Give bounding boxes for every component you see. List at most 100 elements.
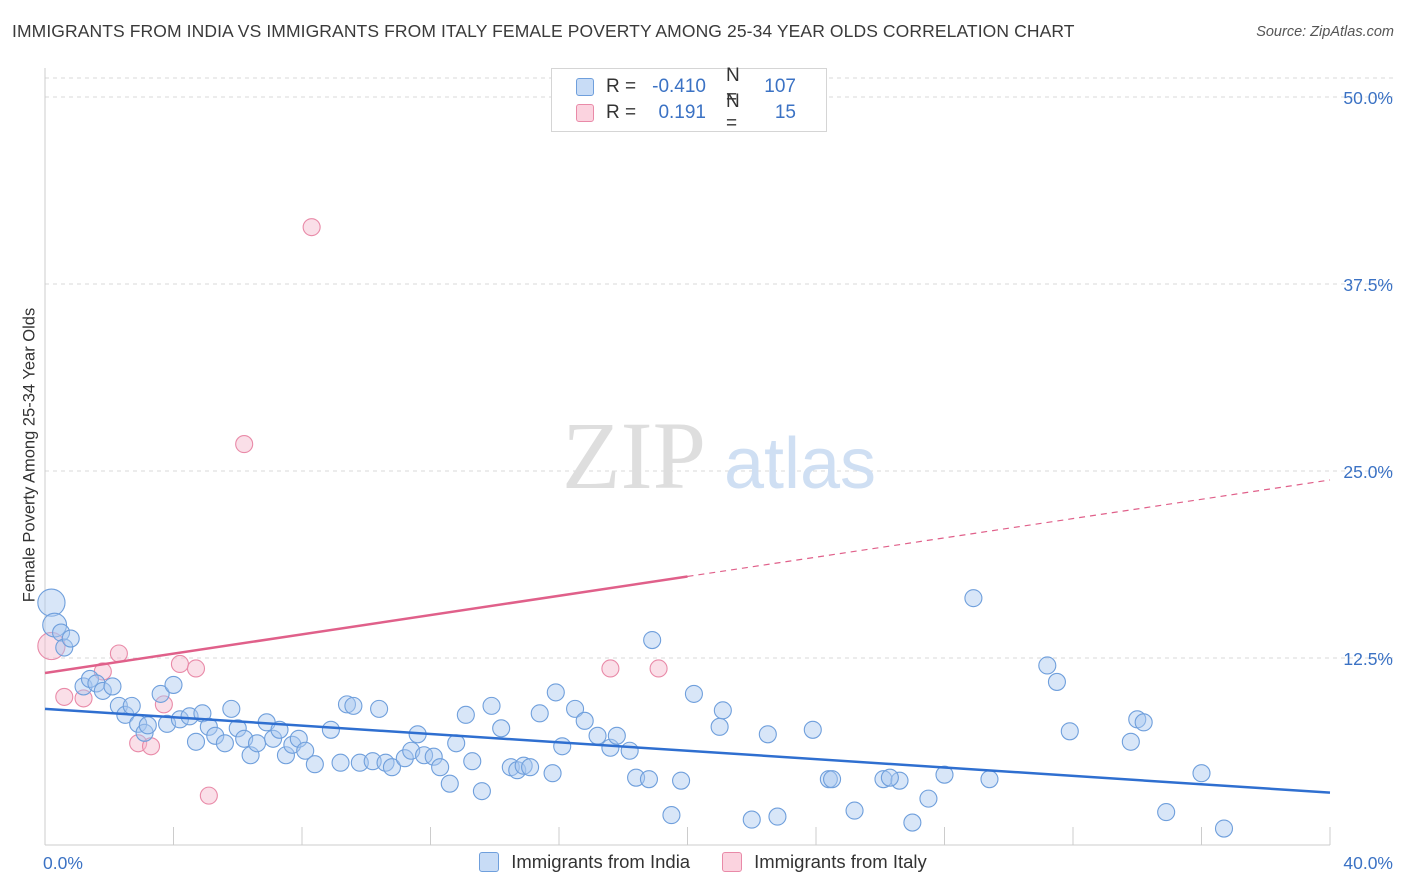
r-label: R =: [606, 102, 637, 123]
india-point: [321, 720, 340, 739]
india-point: [247, 734, 267, 753]
india-swatch: [576, 78, 594, 96]
india-point: [566, 699, 585, 718]
india-point: [1047, 672, 1066, 691]
india-point: [758, 725, 777, 744]
india-point: [42, 612, 68, 638]
r-label: R =: [606, 76, 637, 97]
x-tick-label: 0.0%: [43, 853, 83, 873]
italy-point: [235, 435, 254, 454]
india-point: [643, 630, 662, 650]
italy-point: [170, 654, 189, 674]
india-point: [456, 705, 475, 724]
y-tick-label: 12.5%: [1343, 649, 1393, 669]
italy-r-value: 0.191: [658, 102, 706, 123]
india-point: [61, 629, 80, 648]
india-point: [980, 770, 999, 789]
india-point: [264, 729, 283, 748]
india-point: [880, 768, 899, 787]
source-credit: Source: ZipAtlas.com: [1256, 24, 1394, 40]
india-point: [447, 734, 466, 753]
italy-trend-line-extrapolated: [687, 479, 1331, 578]
tick-labels: 12.5% 25.0% 37.5% 50.0% 0.0% 40.0%: [43, 88, 1393, 873]
italy-point: [601, 659, 620, 678]
india-point: [964, 589, 983, 608]
india-point: [37, 588, 66, 617]
india-point: [803, 720, 822, 739]
india-point: [1214, 819, 1234, 838]
italy-point: [649, 659, 668, 678]
india-point: [1192, 764, 1211, 783]
india-point: [440, 774, 459, 793]
italy-point: [109, 644, 128, 663]
india-n-value: 107: [764, 76, 796, 97]
india-point: [1157, 803, 1176, 822]
india-point: [588, 726, 607, 745]
y-tick-label: 37.5%: [1343, 275, 1393, 295]
italy-point: [199, 786, 218, 805]
india-point: [382, 758, 402, 777]
india-point: [151, 684, 170, 703]
india-point: [620, 741, 639, 760]
india-legend-swatch: [479, 852, 500, 872]
y-tick-label: 50.0%: [1343, 88, 1393, 108]
india-trend-line: [44, 707, 1331, 794]
india-point: [222, 699, 241, 718]
india-point: [492, 719, 511, 738]
n-label: N =: [726, 91, 740, 134]
italy-point: [55, 687, 74, 706]
india-point: [431, 758, 450, 777]
india-point: [228, 719, 247, 738]
india-r-value: -0.410: [652, 76, 706, 97]
india-point: [530, 704, 549, 723]
y-tick-label: 25.0%: [1343, 462, 1393, 482]
india-point: [903, 813, 922, 832]
india-point: [639, 770, 659, 789]
india-point: [93, 681, 112, 700]
italy-point: [186, 659, 206, 678]
india-point: [845, 801, 864, 820]
n-label: N =: [726, 65, 740, 108]
correlation-legend: R = -0.410 N = 107 R = 0.191 N = 15: [551, 65, 827, 134]
india-point: [424, 747, 443, 766]
india-point: [546, 683, 565, 702]
y-axis-label: Female Poverty Among 25-34 Year Olds: [20, 307, 39, 603]
india-point: [331, 753, 350, 772]
india-point: [1134, 713, 1153, 732]
india-point: [52, 623, 71, 642]
india-point: [206, 726, 225, 745]
watermark-atlas: atlas: [724, 424, 876, 504]
india-point: [742, 810, 761, 829]
india-point: [344, 696, 363, 715]
india-point: [472, 782, 491, 801]
legend-row-india: R = -0.410 N = 107: [576, 65, 796, 108]
india-point: [138, 716, 157, 735]
legend-item-india[interactable]: Immigrants from India: [479, 851, 690, 873]
india-point: [55, 638, 74, 657]
india-point: [684, 684, 703, 703]
india-point: [575, 711, 594, 730]
watermark: ZIP atlas: [562, 402, 876, 509]
legend-row-italy: R = 0.191 N = 15: [576, 91, 796, 134]
india-points: [37, 588, 1234, 838]
italy-swatch: [576, 104, 594, 122]
india-point: [710, 717, 729, 736]
italy-trend-line: [44, 575, 688, 675]
india-point: [919, 789, 938, 808]
india-point: [103, 677, 122, 696]
legend-label-india: Immigrants from India: [511, 851, 691, 872]
trend-lines: [44, 479, 1331, 794]
italy-point: [154, 695, 173, 714]
india-point: [768, 807, 787, 826]
axes: [44, 68, 1331, 846]
india-point: [543, 764, 562, 783]
india-point: [1121, 732, 1140, 751]
india-point: [482, 696, 501, 715]
watermark-zip: ZIP: [562, 402, 706, 509]
india-point: [823, 770, 842, 789]
italy-legend-swatch: [722, 852, 743, 872]
legend-item-italy[interactable]: Immigrants from Italy: [722, 851, 927, 873]
india-point: [164, 675, 183, 694]
x-tick-label: 40.0%: [1343, 853, 1393, 873]
